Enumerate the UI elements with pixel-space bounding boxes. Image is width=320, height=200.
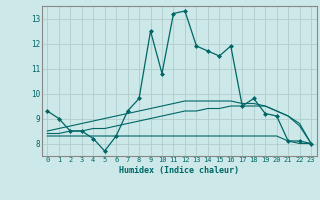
X-axis label: Humidex (Indice chaleur): Humidex (Indice chaleur) bbox=[119, 166, 239, 175]
